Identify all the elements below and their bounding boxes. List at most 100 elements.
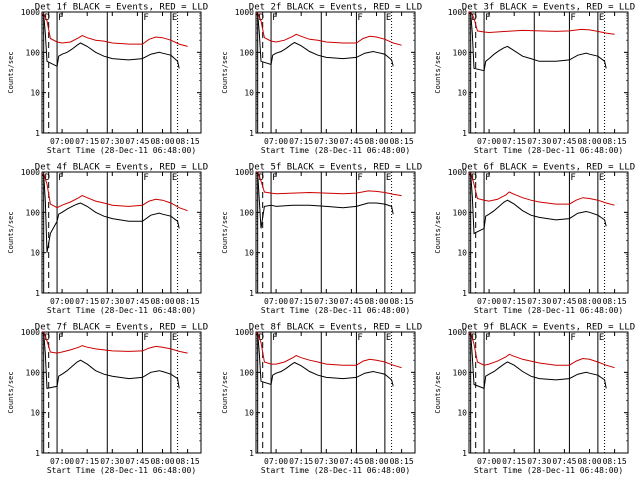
y-tick-label: 1: [462, 129, 467, 138]
events-series-line: [468, 12, 607, 72]
y-tick-label: 1: [35, 449, 40, 458]
x-axis-label: Start Time (28-Dec-11 06:48:00): [261, 466, 410, 475]
x-tick-label: 08:00: [150, 297, 174, 306]
panel-title: Det 1f BLACK = Events, RED = LLD: [35, 3, 208, 13]
plot-frame: [255, 11, 416, 134]
events-series-line: [468, 332, 607, 390]
event-marker-label: F: [485, 333, 490, 343]
y-axis-label: Counts/sec: [221, 371, 229, 413]
event-marker-label: D: [472, 173, 477, 183]
x-tick-label: 07:00: [264, 297, 288, 306]
plot-frame: [468, 171, 629, 294]
y-tick-label: 100: [26, 208, 41, 217]
x-tick-label: 07:30: [100, 137, 124, 146]
x-axis-label: Start Time (28-Dec-11 06:48:00): [47, 306, 196, 315]
x-tick-label: 08:15: [390, 297, 414, 306]
x-axis-label: Start Time (28-Dec-11 06:48:00): [474, 306, 623, 315]
panel-title: Det 9f BLACK = Events, RED = LLD: [462, 323, 635, 333]
y-tick-label: 1000: [21, 8, 40, 17]
x-axis-label: Start Time (28-Dec-11 06:48:00): [261, 146, 410, 155]
x-tick-label: 07:30: [100, 457, 124, 466]
event-marker-label: F: [143, 13, 148, 23]
y-tick-label: 10: [30, 249, 40, 258]
y-tick-label: 1000: [448, 328, 467, 337]
event-marker-label: E: [599, 13, 604, 23]
panel-title: Det 2f BLACK = Events, RED = LLD: [249, 3, 422, 13]
events-series-line: [468, 172, 607, 235]
x-tick-label: 08:00: [364, 137, 388, 146]
x-tick-label: 07:15: [75, 137, 99, 146]
x-tick-label: 07:15: [289, 457, 313, 466]
plot-frame: [41, 171, 202, 294]
lld-series-line: [255, 171, 402, 197]
y-tick-label: 10: [30, 409, 40, 418]
plot-frame: [255, 171, 416, 294]
y-tick-label: 100: [453, 48, 468, 57]
event-marker-label: F: [143, 173, 148, 183]
y-tick-label: 1: [462, 449, 467, 458]
x-tick-label: 07:45: [552, 297, 576, 306]
plot-frame: [468, 331, 629, 454]
x-tick-label: 07:45: [339, 297, 363, 306]
event-marker-label: E: [172, 13, 177, 23]
x-tick-label: 07:30: [100, 297, 124, 306]
x-tick-label: 07:45: [339, 137, 363, 146]
x-tick-label: 07:15: [289, 137, 313, 146]
event-marker-label: F: [272, 333, 277, 343]
x-tick-label: 08:15: [176, 457, 200, 466]
y-tick-label: 1000: [448, 8, 467, 17]
event-marker-label: F: [485, 173, 490, 183]
y-axis-label: Counts/sec: [7, 51, 15, 93]
x-tick-label: 07:00: [264, 457, 288, 466]
event-marker-label: E: [386, 13, 391, 23]
plot-frame: [255, 331, 416, 454]
y-tick-label: 100: [26, 48, 41, 57]
event-marker-label: F: [570, 333, 575, 343]
x-axis-label: Start Time (28-Dec-11 06:48:00): [474, 466, 623, 475]
y-tick-label: 100: [240, 368, 255, 377]
lld-series-line: [41, 13, 188, 47]
x-tick-label: 08:00: [577, 137, 601, 146]
x-tick-label: 07:30: [527, 297, 551, 306]
panel-1: Det 1f BLACK = Events, RED = LLD 1 10 100 10…: [7, 3, 208, 156]
x-tick-label: 08:15: [603, 297, 627, 306]
y-tick-label: 1000: [448, 168, 467, 177]
y-tick-label: 100: [453, 208, 468, 217]
lld-series-line: [468, 332, 615, 369]
x-tick-label: 07:45: [552, 457, 576, 466]
lld-series-line: [41, 331, 188, 354]
x-axis-label: Start Time (28-Dec-11 06:48:00): [47, 466, 196, 475]
y-tick-label: 1000: [21, 328, 40, 337]
y-tick-label: 10: [457, 409, 467, 418]
panel-title: Det 4f BLACK = Events, RED = LLD: [35, 163, 208, 173]
event-marker-label: D: [259, 333, 264, 343]
event-marker-label: F: [570, 173, 575, 183]
y-tick-label: 1000: [235, 168, 254, 177]
x-tick-label: 08:15: [603, 457, 627, 466]
plot-frame: [41, 331, 202, 454]
y-tick-label: 1000: [21, 168, 40, 177]
y-axis-label: Counts/sec: [434, 211, 442, 253]
x-tick-label: 07:15: [75, 297, 99, 306]
event-marker-label: F: [357, 333, 362, 343]
y-tick-label: 10: [457, 89, 467, 98]
y-axis-label: Counts/sec: [221, 211, 229, 253]
x-axis-label: Start Time (28-Dec-11 06:48:00): [47, 146, 196, 155]
event-marker-label: D: [45, 13, 50, 23]
y-tick-label: 100: [240, 48, 255, 57]
event-marker-label: E: [172, 333, 177, 343]
x-tick-label: 07:15: [502, 297, 526, 306]
x-tick-label: 07:00: [477, 457, 501, 466]
panel-9: Det 9f BLACK = Events, RED = LLD 1 10 100 10…: [434, 323, 635, 476]
y-tick-label: 1: [249, 129, 254, 138]
event-marker-label: F: [357, 173, 362, 183]
y-tick-label: 1000: [235, 8, 254, 17]
y-tick-label: 1: [249, 289, 254, 298]
plot-frame: [468, 11, 629, 134]
event-marker-label: F: [272, 13, 277, 23]
events-series-line: [41, 173, 180, 253]
y-axis-label: Counts/sec: [434, 371, 442, 413]
events-series-line: [41, 332, 180, 390]
event-marker-label: F: [272, 173, 277, 183]
